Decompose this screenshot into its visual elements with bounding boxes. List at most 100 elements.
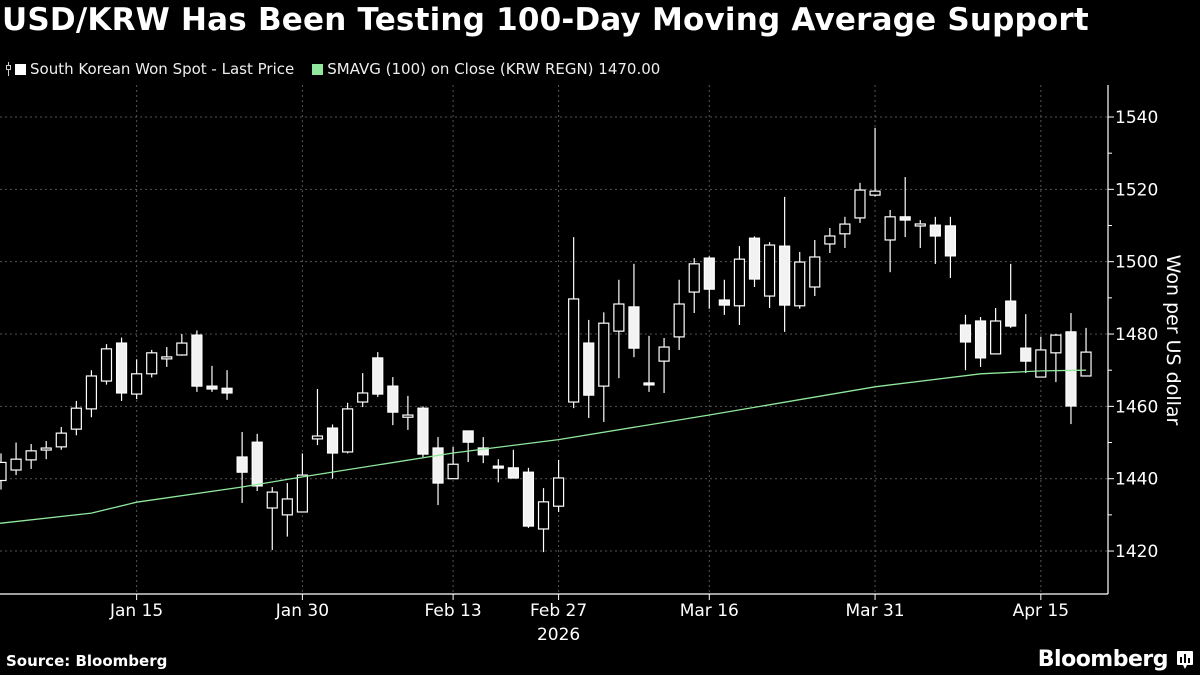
chart-title: USD/KRW Has Been Testing 100-Day Moving … [2,2,1089,38]
candle-up [884,216,896,241]
candle-up [281,498,293,516]
candle-up [598,322,610,387]
bloomberg-chart-icon [1177,650,1193,669]
candle-down [115,342,128,394]
candle-down [522,471,535,527]
y-tick-label: 1500 [1115,253,1158,273]
candle-up [763,244,776,297]
candle-down [387,385,399,413]
candle-up [854,189,866,219]
x-tick-label: Jan 30 [275,601,329,621]
logo-text: Bloomberg [1037,647,1169,672]
candle-up [658,346,670,362]
x-tick-label: Apr 15 [1013,601,1069,621]
candle-up [673,303,685,338]
candle-down [462,430,474,443]
x-tick-label: Feb 27 [530,601,587,621]
candle-up [447,463,459,480]
candle-up [55,432,67,448]
candle-down [779,245,791,306]
candle-up [161,356,173,360]
candle-down [929,224,941,237]
candle-up [869,190,881,196]
candle-up [25,450,37,461]
legend-swatch-sma [312,63,324,75]
candle-up [688,263,700,293]
x-tick-label: Feb 13 [425,601,482,621]
source-note: Source: Bloomberg [6,652,168,670]
candle-down [221,387,233,394]
candle-down [899,216,911,221]
candle-down [206,385,218,390]
x-tick-label: Jan 15 [109,601,163,621]
x-tick-label: Mar 16 [680,601,739,621]
candle-up [342,408,354,453]
candle-up [131,373,143,395]
y-tick-label: 1520 [1115,180,1158,200]
candle-down [1020,347,1032,362]
candle-down [583,342,595,396]
candle-up [402,414,414,418]
candle-up [733,258,746,307]
candle-down [507,467,519,479]
candle-up [266,491,278,509]
candle-up [70,407,82,430]
candle-down [643,382,655,386]
candle-up [809,256,821,288]
candle-up [914,223,926,227]
candle-up [176,342,188,356]
y-tick-label: 1480 [1115,325,1158,345]
candle-down [417,407,429,455]
candle-up [1080,351,1092,377]
candle-up [1050,334,1062,354]
candle-down [974,320,987,359]
candle-down [628,306,640,349]
year-label: 2026 [537,625,580,645]
candle-up [40,447,52,451]
candle-up [613,303,625,332]
candle-down [191,334,203,387]
candle-down [748,237,761,280]
candle-up [839,223,851,235]
candle-up [85,375,98,410]
bloomberg-logo: Bloomberg [1038,647,1194,672]
legend-label-spot: South Korean Won Spot - Last Price [30,60,295,78]
y-tick-label: 1440 [1115,470,1158,490]
candle-down [236,456,248,473]
candle-down [944,225,957,257]
candle-down [1065,331,1077,407]
candle-up [990,320,1002,355]
candle-up [10,458,22,471]
y-tick-label: 1420 [1115,542,1158,562]
candle-up [296,474,308,513]
candlestick-icon [6,62,12,76]
sma-100-line [0,369,1087,524]
legend-swatch-spot [15,63,26,75]
candle-up [1035,349,1047,378]
candle-up [824,235,836,245]
x-tick-label: Mar 31 [845,601,904,621]
candle-up [100,348,113,382]
candle-up [568,298,580,403]
candle-up [552,477,565,507]
candle-up [0,461,7,482]
candle-down [432,447,444,484]
candle-down [492,465,504,469]
candle-up [146,352,158,375]
y-axis-label: Won per US dollar [1162,254,1184,426]
candle-up [794,261,806,307]
candle-down [372,357,384,395]
candle-up [537,501,550,530]
candle-up [311,435,324,440]
candle-up [357,392,369,403]
candle-down [477,447,489,456]
legend: South Korean Won Spot - Last Price SMAVG… [6,60,660,78]
y-tick-label: 1540 [1115,108,1158,128]
candle-down [703,257,715,290]
candle-down [959,324,972,343]
candle-down [251,441,263,487]
candle-down [1005,300,1017,327]
candle-down [326,427,339,454]
legend-label-sma: SMAVG (100) on Close (KRW REGN) 1470.00 [327,60,661,78]
